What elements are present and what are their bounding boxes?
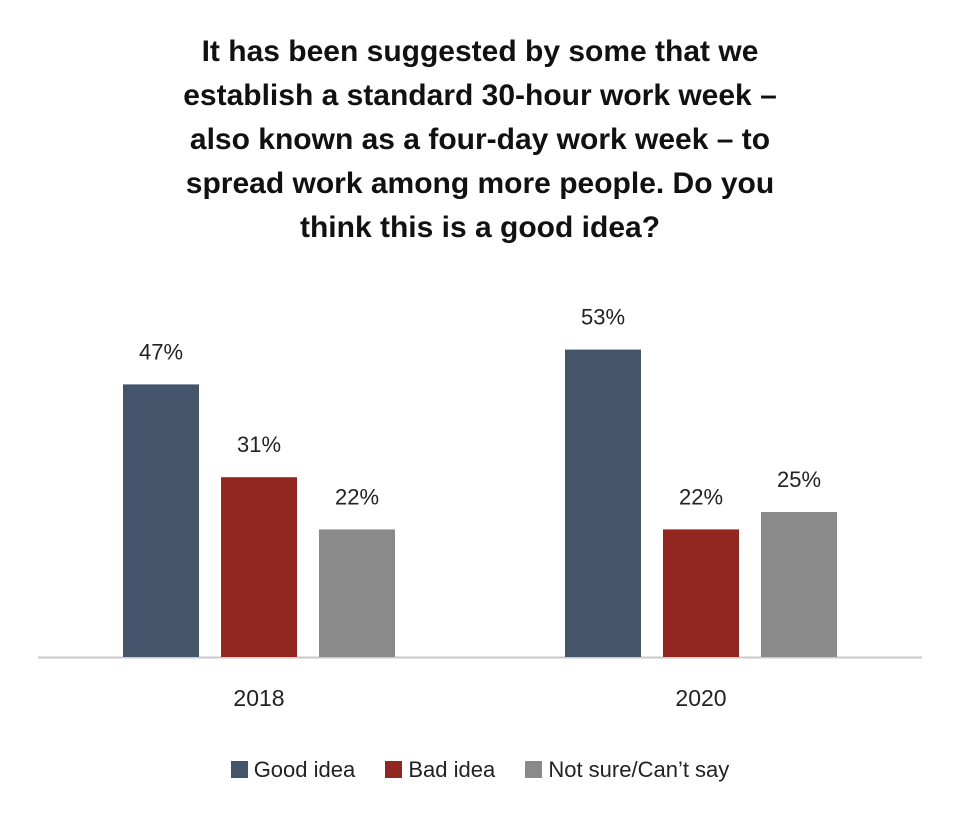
data-label-good-idea-2018: 47% bbox=[139, 339, 183, 364]
bar-bad-idea-2018 bbox=[221, 477, 297, 657]
chart-title-line: It has been suggested by some that we bbox=[201, 35, 759, 68]
bar-good-idea-2018 bbox=[123, 384, 199, 657]
bar-good-idea-2020 bbox=[565, 349, 641, 657]
chart-title: It has been suggested by some that we es… bbox=[110, 30, 850, 250]
legend-label-not-sure: Not sure/Can’t say bbox=[548, 757, 730, 782]
legend-item-bad-idea: Bad idea bbox=[385, 757, 495, 783]
bar-not-sure-can-t-say-2018 bbox=[319, 529, 395, 657]
legend-item-good-idea: Good idea bbox=[230, 757, 356, 783]
legend-swatch-good-idea bbox=[230, 761, 248, 778]
bar-bad-idea-2020 bbox=[663, 529, 739, 657]
legend-label-good-idea: Good idea bbox=[253, 757, 356, 782]
legend-item-not-sure: Not sure/Can’t say bbox=[525, 757, 729, 783]
data-label-bad-idea-2020: 22% bbox=[679, 484, 723, 509]
legend-label-bad-idea: Bad idea bbox=[408, 757, 496, 782]
data-label-not-sure-can-t-say-2018: 22% bbox=[335, 484, 379, 509]
data-label-not-sure-can-t-say-2020: 25% bbox=[777, 467, 821, 492]
chart-title-line: also known as a four-day work week – to bbox=[189, 123, 771, 156]
legend-swatch-bad-idea bbox=[385, 761, 403, 778]
data-label-good-idea-2020: 53% bbox=[581, 305, 625, 330]
legend-swatch-not-sure bbox=[525, 761, 543, 778]
chart-title-line: spread work among more people. Do you bbox=[185, 167, 775, 200]
chart-legend: Good idea Bad idea Not sure/Can’t say bbox=[0, 757, 960, 783]
chart-title-line: think this is a good idea? bbox=[299, 211, 661, 244]
bar-chart: 47% 31% 22% 2018 53% 22% 25% 2020 bbox=[38, 305, 922, 711]
chart-title-line: establish a standard 30-hour work week – bbox=[183, 79, 777, 112]
x-tick-label-2020: 2020 bbox=[675, 685, 726, 711]
x-tick-label-2018: 2018 bbox=[233, 685, 284, 711]
bar-not-sure-can-t-say-2020 bbox=[761, 512, 837, 657]
data-label-bad-idea-2018: 31% bbox=[237, 432, 281, 457]
